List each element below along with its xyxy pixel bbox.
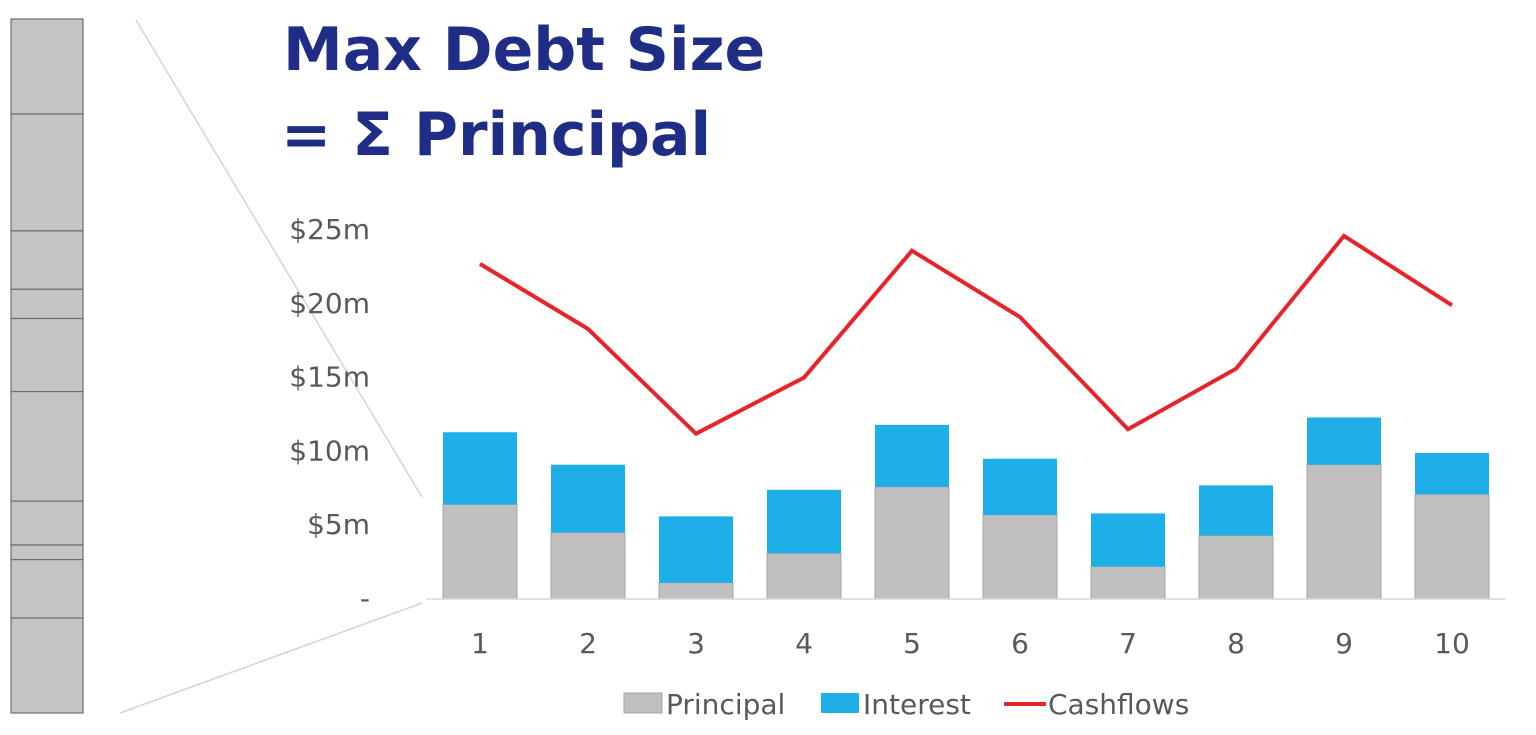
interest-bar: [659, 516, 733, 583]
y-tick-label: $5m: [307, 508, 370, 541]
legend-label-principal: Principal: [666, 688, 785, 721]
debt-stack-column: [10, 18, 84, 714]
title-line-2: = Σ Principal: [281, 100, 711, 170]
x-tick-label: 6: [1011, 627, 1029, 660]
y-axis: - $5m $10m $15m $20m $25m: [289, 213, 370, 615]
legend-swatch-principal: [623, 692, 663, 714]
stack-segment: [10, 617, 84, 714]
stack-segment: [10, 113, 84, 232]
legend-label-interest: Interest: [863, 688, 971, 721]
interest-bar: [875, 424, 949, 487]
interest-bar: [983, 458, 1057, 515]
x-tick-label: 7: [1119, 627, 1137, 660]
principal-bar: [766, 552, 842, 600]
principal-bar: [550, 532, 626, 600]
zoom-connector-lines: [119, 19, 423, 714]
x-tick-label: 9: [1335, 627, 1353, 660]
stack-segment: [10, 390, 84, 502]
interest-bar: [1415, 452, 1489, 495]
principal-bar: [1306, 464, 1382, 600]
stack-segment: [10, 500, 84, 546]
legend-swatch-interest: [821, 693, 859, 713]
principal-bar: [658, 582, 734, 600]
stack-segment: [10, 544, 84, 561]
principal-bar: [1414, 493, 1490, 600]
principal-bar: [1198, 535, 1274, 600]
connector-line-lower: [119, 602, 423, 714]
interest-bar: [443, 432, 517, 505]
interest-bar: [1307, 417, 1381, 465]
stack-segment: [10, 230, 84, 290]
bars: [442, 417, 1490, 600]
legend-label-cashflows: Cashflows: [1048, 688, 1189, 721]
y-tick-label: $25m: [289, 213, 370, 246]
x-tick-label: 1: [471, 627, 489, 660]
interest-bar: [551, 464, 625, 533]
stack-segment: [10, 317, 84, 393]
x-tick-label: 4: [795, 627, 813, 660]
y-tick-label: $20m: [289, 287, 370, 320]
legend: Principal Interest Cashflows: [623, 688, 1189, 721]
interest-bar: [767, 489, 841, 554]
interest-bar: [1199, 485, 1273, 536]
principal-bar: [874, 486, 950, 600]
x-axis: 1 2 3 4 5 6 7 8 9 10: [471, 627, 1470, 660]
principal-bar: [1090, 566, 1166, 600]
title-line-1: Max Debt Size: [283, 15, 765, 85]
x-tick-label: 3: [687, 627, 705, 660]
x-tick-label: 2: [579, 627, 597, 660]
interest-bar: [1091, 513, 1165, 567]
x-tick-label: 5: [903, 627, 921, 660]
x-tick-label: 10: [1434, 627, 1470, 660]
stack-segment: [10, 558, 84, 619]
principal-bar: [982, 514, 1058, 600]
stack-segment: [10, 18, 84, 115]
y-tick-label: -: [360, 582, 370, 615]
plot-area: - $5m $10m $15m $20m $25m 1 2 3 4 5 6 7 8 9 10: [289, 213, 1506, 660]
y-tick-label: $10m: [289, 434, 370, 467]
cashflows-line: [478, 233, 1454, 437]
connector-line-upper: [135, 19, 423, 498]
cashflows-line-series: [478, 233, 1454, 437]
x-tick-label: 8: [1227, 627, 1245, 660]
stack-segment: [10, 288, 84, 320]
y-tick-label: $15m: [289, 361, 370, 394]
principal-bar: [442, 504, 518, 600]
